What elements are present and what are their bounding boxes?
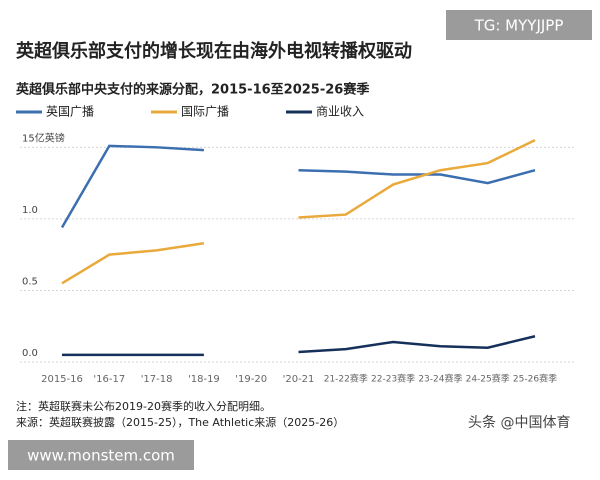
x-tick-label: '18-19 bbox=[188, 374, 220, 385]
plot: 0.0 0.5 1.0 15亿英镑 2015-16 '16-17 '17-18 '18-19 '… bbox=[20, 131, 575, 385]
line bbox=[298, 139, 536, 219]
watermark: 头条 @中国体育 bbox=[468, 414, 570, 431]
x-tick-label: '19-20 bbox=[235, 374, 267, 385]
line bbox=[298, 335, 536, 354]
watermark: www.monstem.com bbox=[27, 447, 175, 465]
y-tick-label: 15亿英镑 bbox=[22, 131, 65, 144]
x-tick-label: '20-21 bbox=[283, 374, 315, 385]
x-tick-label: '16-17 bbox=[93, 374, 125, 385]
x-tick-label: 23-24赛季 bbox=[418, 373, 462, 385]
x-tick-label: 22-23赛季 bbox=[371, 373, 415, 385]
y-tick-label: 0.0 bbox=[22, 348, 38, 359]
legend-label: 国际广播 bbox=[181, 105, 229, 119]
x-tick-label: '17-18 bbox=[141, 374, 173, 385]
chart-title: 英超俱乐部支付的增长现在由海外电视转播权驱动 bbox=[15, 40, 412, 62]
x-tick-label: 21-22赛季 bbox=[324, 373, 368, 385]
y-tick-label: 0.5 bbox=[22, 276, 38, 287]
line bbox=[298, 168, 536, 185]
line bbox=[61, 241, 205, 285]
y-tick-label: 1.0 bbox=[22, 205, 38, 216]
x-tick-label: 2015-16 bbox=[41, 374, 83, 385]
chart-subtitle: 英超俱乐部中央支付的来源分配，2015-16至2025-26赛季 bbox=[15, 82, 369, 98]
legend-label: 商业收入 bbox=[316, 104, 364, 119]
watermark-box bbox=[8, 440, 194, 470]
note: 注：英超联赛未公布2019-20赛季的收入分配明细。 bbox=[16, 399, 271, 413]
line bbox=[60, 144, 204, 229]
note: 来源：英超联赛披露（2015-25），The Athletic来源（2025-2… bbox=[16, 415, 344, 429]
x-tick-label: 25-26赛季 bbox=[513, 373, 557, 385]
legend: 英国广播 国际广播 商业收入 bbox=[16, 104, 364, 119]
watermark-box bbox=[446, 10, 592, 40]
x-tick-label: 24-25赛季 bbox=[466, 373, 510, 385]
watermark: TG: MYYJJPP bbox=[474, 17, 564, 35]
legend-label: 英国广播 bbox=[46, 105, 94, 119]
